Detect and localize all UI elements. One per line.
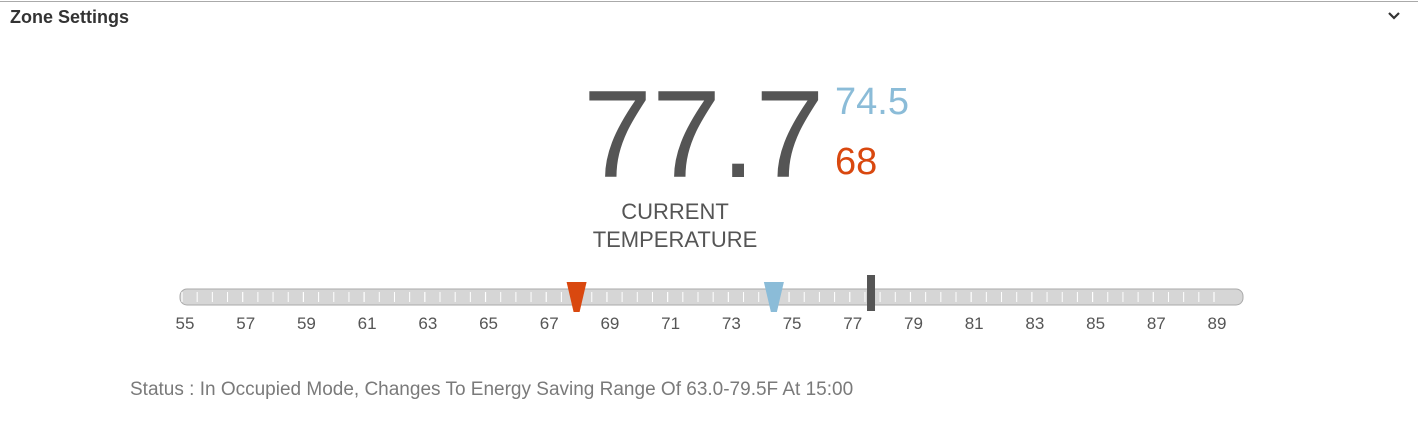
tick-label: 75: [783, 314, 802, 333]
tick-label: 59: [297, 314, 316, 333]
tick-label: 61: [358, 314, 377, 333]
tick-label: 83: [1025, 314, 1044, 333]
current-label: CURRENT: [621, 199, 729, 224]
tick-label: 57: [236, 314, 255, 333]
tick-label: 89: [1208, 314, 1227, 333]
panel-title[interactable]: Zone Settings: [10, 7, 129, 27]
tick-label: 81: [965, 314, 984, 333]
tick-label: 85: [1086, 314, 1105, 333]
tick-label: 79: [904, 314, 923, 333]
tick-label: 63: [418, 314, 437, 333]
current-label: TEMPERATURE: [593, 227, 758, 252]
cool-setpoint-marker: [763, 282, 784, 312]
scale-track: [179, 288, 1244, 306]
tick-label: 71: [661, 314, 680, 333]
tick-label: 55: [176, 314, 195, 333]
tick-label: 77: [843, 314, 862, 333]
current-temperature: 77.7: [583, 66, 824, 204]
tick-label: 73: [722, 314, 741, 333]
tick-label: 87: [1147, 314, 1166, 333]
tick-label: 69: [600, 314, 619, 333]
tick-label: 67: [540, 314, 559, 333]
status-text: Status : In Occupied Mode, Changes To En…: [130, 379, 853, 400]
collapse-chevron[interactable]: [1388, 12, 1400, 20]
cool-setpoint: 74.5: [835, 81, 909, 123]
heat-setpoint-marker: [566, 282, 587, 312]
heat-setpoint: 68: [835, 141, 877, 183]
tick-label: 65: [479, 314, 498, 333]
current-temperature-marker: [867, 275, 876, 311]
